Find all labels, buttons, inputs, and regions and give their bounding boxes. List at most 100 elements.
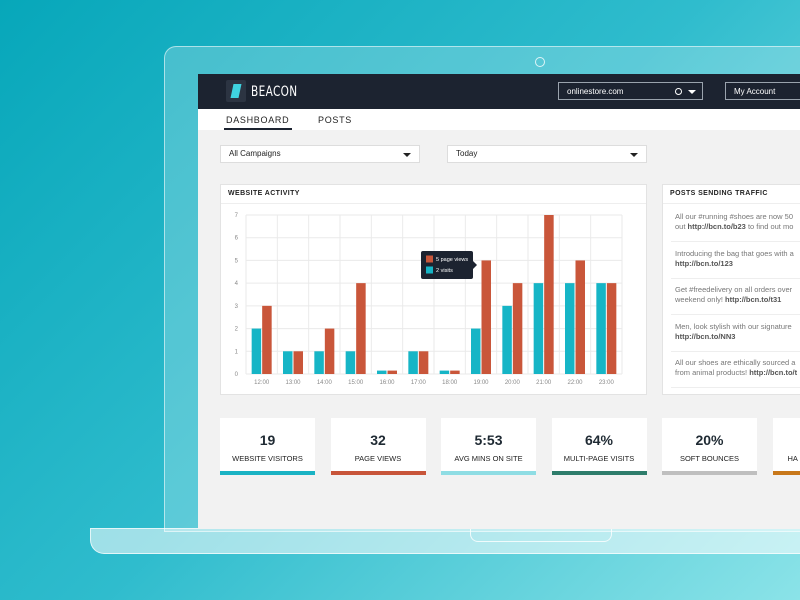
chart: 0 1 2 3 4 5 6 7 12:00 13:00 14:00 15:00 16:00 17:00 18… [235, 213, 623, 386]
post-text: from animal products! [675, 368, 748, 377]
chart-title: WEBSITE ACTIVITY [228, 190, 300, 197]
x-tick-label: 23:00 [599, 380, 615, 386]
y-tick-label: 2 [235, 327, 239, 333]
bar [439, 370, 450, 374]
post: All our #running #shoes are now 50 out ht… [675, 212, 800, 232]
bar [324, 328, 335, 374]
bar [512, 283, 523, 374]
stat-value: 5:53 [474, 432, 503, 448]
tooltip-value: 5 [436, 257, 439, 263]
account-menu[interactable]: My Account [725, 82, 800, 100]
stat-value: 19 [259, 432, 276, 448]
x-tick-label: 14:00 [317, 380, 333, 386]
stat-label: HA [787, 454, 798, 463]
bar [606, 283, 617, 374]
stat-label: PAGE VIEWS [354, 454, 402, 463]
laptop-notch [470, 529, 612, 542]
bar [565, 283, 575, 374]
header: BEACON onlinestore.com My Account [198, 74, 800, 109]
stat-card: 5:53 AVG MINS ON SITE [441, 418, 536, 475]
bar [450, 370, 460, 374]
y-tick-label: 5 [235, 258, 239, 264]
x-tick-label: 15:00 [348, 380, 364, 386]
x-tick-label: 17:00 [411, 380, 427, 386]
stat-label: MULTI-PAGE VISITS [563, 454, 635, 463]
post-text: Get #freedelivery on all orders over [675, 285, 793, 294]
x-tick-label: 12:00 [254, 380, 270, 386]
bar [544, 215, 554, 374]
dropdown-label: Today [456, 149, 478, 158]
post-link: http://bcn.to/NN3 [675, 331, 736, 341]
stat-value: 20% [695, 432, 724, 448]
laptop-base [90, 528, 800, 554]
bar [345, 351, 356, 374]
logo [226, 80, 246, 102]
y-tick-label: 4 [235, 281, 239, 287]
post-text: All our #running #shoes are now 50 [675, 212, 793, 221]
tooltip-value: 2 [436, 268, 439, 274]
bar [596, 283, 606, 374]
tooltip-series: page views [441, 257, 469, 263]
y-tick-label: 6 [235, 236, 239, 242]
posts-panel: POSTS SENDING TRAFFIC All our #running #… [662, 184, 800, 395]
bar [356, 283, 366, 374]
bar [262, 305, 272, 374]
nav-tab[interactable]: DASHBOARD [226, 115, 290, 125]
tooltip-series: visits [441, 268, 453, 274]
y-tick-label: 0 [235, 372, 239, 378]
separator [671, 350, 800, 352]
site-select-label: onlinestore.com [567, 87, 624, 96]
bar [418, 351, 429, 374]
stat-label: AVG MINS ON SITE [454, 454, 523, 463]
post-link: http://bcn.to/123 [675, 258, 733, 268]
tooltip-box [421, 251, 473, 279]
x-tick-label: 21:00 [536, 380, 552, 386]
post-text: weekend only! [675, 295, 723, 304]
post: All our shoes are ethically sourced a fro… [675, 358, 800, 378]
separator [671, 387, 800, 388]
screen: BEACON onlinestore.com My Account DASHBO… [198, 74, 800, 529]
bar [387, 370, 397, 374]
y-tick-label: 3 [235, 304, 239, 310]
stat-card: 64% MULTI-PAGE VISITS [551, 418, 647, 475]
bar [502, 305, 512, 374]
post-link: http://bcn.to/b23 [687, 222, 746, 231]
stat-value: 32 [370, 432, 386, 448]
x-tick-label: 19:00 [473, 380, 489, 386]
separator [671, 314, 800, 315]
posts-title: POSTS SENDING TRAFFIC [670, 190, 768, 197]
date-dropdown[interactable]: Today [447, 145, 647, 163]
stat-card: 32 PAGE VIEWS [330, 418, 426, 475]
bar [251, 328, 262, 374]
tooltip-swatch [426, 266, 433, 274]
bar [533, 283, 544, 374]
post-link: http://bcn.to/t31 [725, 295, 782, 304]
bar [575, 260, 585, 374]
tooltip-swatch [426, 255, 433, 263]
bar [377, 370, 387, 374]
tooltip-text: 5 page views [436, 257, 468, 263]
bar [314, 351, 324, 374]
chart-panel: WEBSITE ACTIVITY 0 1 2 3 4 5 6 7 12:00 13:00 14:00… [220, 184, 647, 395]
y-tick-label: 7 [235, 213, 239, 219]
x-tick-label: 13:00 [285, 380, 301, 386]
nav-bar: DASHBOARD POSTS [198, 109, 800, 130]
bar [471, 328, 481, 374]
stat-value: 64% [584, 432, 614, 448]
post-text: Men, look stylish with our signature [675, 321, 792, 331]
camera [535, 57, 545, 67]
stat-card: 19 WEBSITE VISITORS [220, 418, 315, 475]
site-select[interactable]: onlinestore.com [558, 82, 703, 100]
nav-tab[interactable]: POSTS [318, 115, 353, 125]
x-tick-label: 16:00 [379, 380, 395, 386]
bar [408, 351, 418, 374]
account-label: My Account [734, 87, 776, 96]
bar [481, 260, 491, 374]
post: Introducing the bag that goes with a http… [675, 249, 800, 269]
tooltip-arrow [473, 261, 477, 269]
dropdown-label: All Campaigns [229, 149, 281, 158]
separator [671, 277, 800, 279]
post-link: http://bcn.to/t [749, 368, 798, 377]
campaign-dropdown[interactable]: All Campaigns [220, 145, 420, 163]
